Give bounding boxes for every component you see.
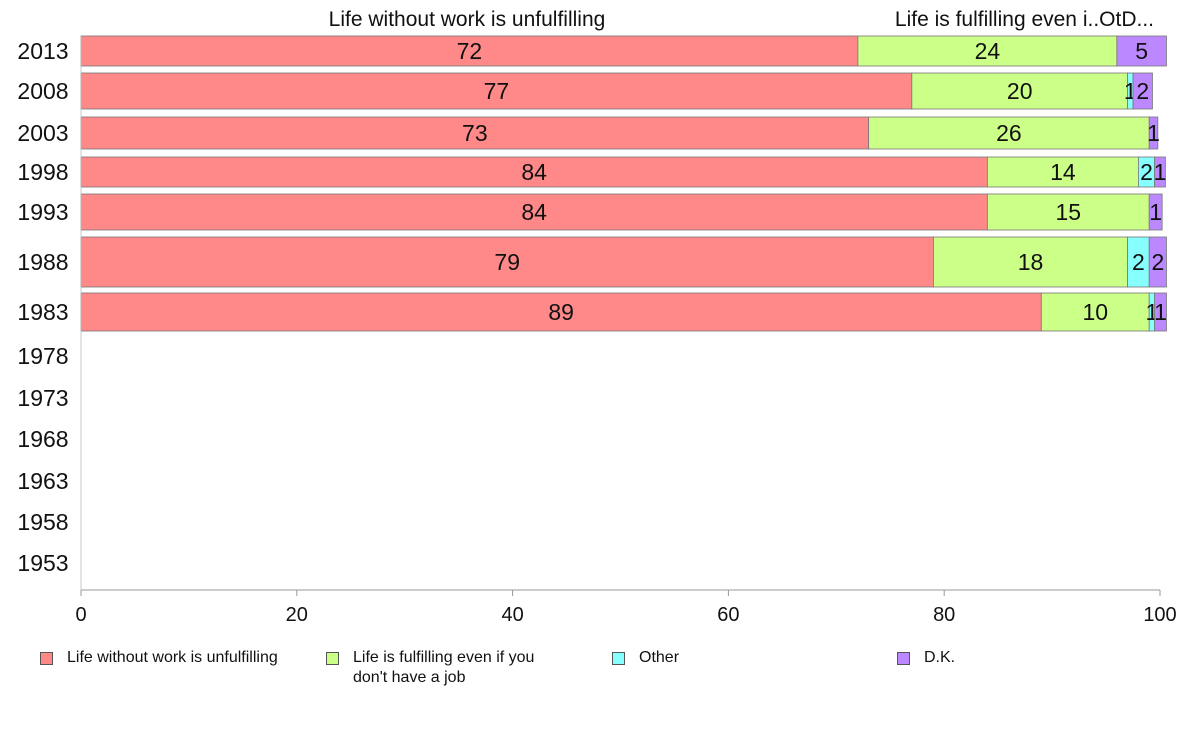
data-label: 15 (1055, 199, 1081, 225)
y-tick-label: 1993 (17, 199, 68, 225)
bar-segment (80, 116, 870, 150)
data-label: 20 (1007, 78, 1033, 104)
data-label: 1 (1147, 120, 1160, 146)
data-label: 73 (462, 120, 488, 146)
data-label: 89 (548, 299, 574, 325)
data-label: 18 (1018, 249, 1044, 275)
legend-item-other: Other (612, 648, 679, 668)
legend-swatch (326, 652, 339, 665)
data-label: 1 (1154, 159, 1167, 185)
legend-swatch (612, 652, 625, 665)
bar-segment (1040, 292, 1150, 332)
x-tick-label: 80 (933, 604, 955, 626)
data-label: 2 (1151, 249, 1164, 275)
bar-segment (80, 236, 934, 288)
y-tick-label: 1958 (17, 509, 68, 535)
bar-segment (80, 72, 913, 110)
y-tick-label: 1968 (17, 426, 68, 452)
data-label: 84 (521, 159, 547, 185)
legend-label: D.K. (924, 649, 956, 666)
x-tick-label: 100 (1143, 604, 1176, 626)
y-tick-label: 2008 (17, 78, 68, 104)
bar-segment (986, 193, 1150, 231)
y-tick-label: 1953 (17, 550, 68, 576)
bar-segment (1154, 156, 1166, 188)
y-tick-label: 1988 (17, 249, 68, 275)
y-axis-labels: 2013 2008 2003 1998 1993 1988 1983 1978 1973 1968… (17, 38, 68, 576)
legend-label: Other (639, 649, 680, 666)
data-label: 5 (1135, 38, 1148, 64)
bar-segment (1154, 292, 1167, 332)
bar-segment (911, 72, 1129, 110)
stacked-bar-chart: Life without work is unfulfilling Life is… (17, 8, 1177, 626)
bar-segment (80, 193, 988, 231)
x-tick-label: 0 (75, 604, 86, 626)
x-axis: 0 20 40 60 80 100 (75, 36, 1177, 626)
bars: 72 24 577 20 1 273 26 184 14 2 184 15 179 18 2 289 10 11 (80, 35, 1167, 332)
bar-segment (80, 35, 859, 67)
data-label: 24 (975, 38, 1001, 64)
data-label: 2 (1136, 78, 1149, 104)
bar-segment (1148, 116, 1159, 150)
data-label: 14 (1050, 159, 1076, 185)
bar-segment (1148, 193, 1163, 231)
data-label: 1 (1154, 299, 1167, 325)
column-header-labels: Life without work is unfulfilling Life is… (329, 8, 1154, 31)
data-label: 26 (996, 120, 1022, 146)
legend-item-unfulfilling: Life without work is unfulfilling (40, 648, 278, 668)
legend-swatch (40, 652, 53, 665)
bar-segment (868, 116, 1150, 150)
bar-segment (1116, 35, 1167, 67)
bar-segment (80, 292, 1042, 332)
data-label: 2 (1132, 249, 1145, 275)
y-tick-label: 1963 (17, 468, 68, 494)
y-tick-label: 2013 (17, 38, 68, 64)
data-label: 72 (457, 38, 483, 64)
data-label: 79 (494, 249, 520, 275)
x-tick-label: 40 (501, 604, 523, 626)
y-tick-label: 2003 (17, 120, 68, 146)
bar-segment (1132, 72, 1153, 110)
data-label: 84 (521, 199, 547, 225)
legend-label: Life without work is unfulfilling (67, 649, 278, 666)
data-label: 77 (484, 78, 510, 104)
bar-segment (80, 156, 988, 188)
x-tick-label: 60 (717, 604, 739, 626)
legend: Life without work is unfulfilling Life i… (0, 648, 1188, 688)
bar-segment (857, 35, 1118, 67)
y-tick-label: 1978 (17, 343, 68, 369)
x-tick-label: 20 (286, 604, 308, 626)
legend-swatch (897, 652, 910, 665)
y-tick-label: 1983 (17, 299, 68, 325)
data-label: 2 (1140, 159, 1153, 185)
y-tick-label: 1973 (17, 385, 68, 411)
bar-segment (1148, 236, 1167, 288)
data-label: 1 (1149, 199, 1162, 225)
bar-segment (933, 236, 1129, 288)
bar-segment (986, 156, 1139, 188)
legend-item-fulfilling: Life is fulfilling even if you don't hav… (326, 648, 543, 688)
legend-label: Life is fulfilling even if you don't hav… (353, 649, 535, 686)
legend-item-dk: D.K. (897, 648, 955, 668)
y-tick-label: 1998 (17, 159, 68, 185)
data-label: 10 (1082, 299, 1108, 325)
header-label: Life without work is unfulfilling (329, 8, 606, 31)
header-label: Life is fulfilling even i..OtD... (895, 8, 1154, 31)
